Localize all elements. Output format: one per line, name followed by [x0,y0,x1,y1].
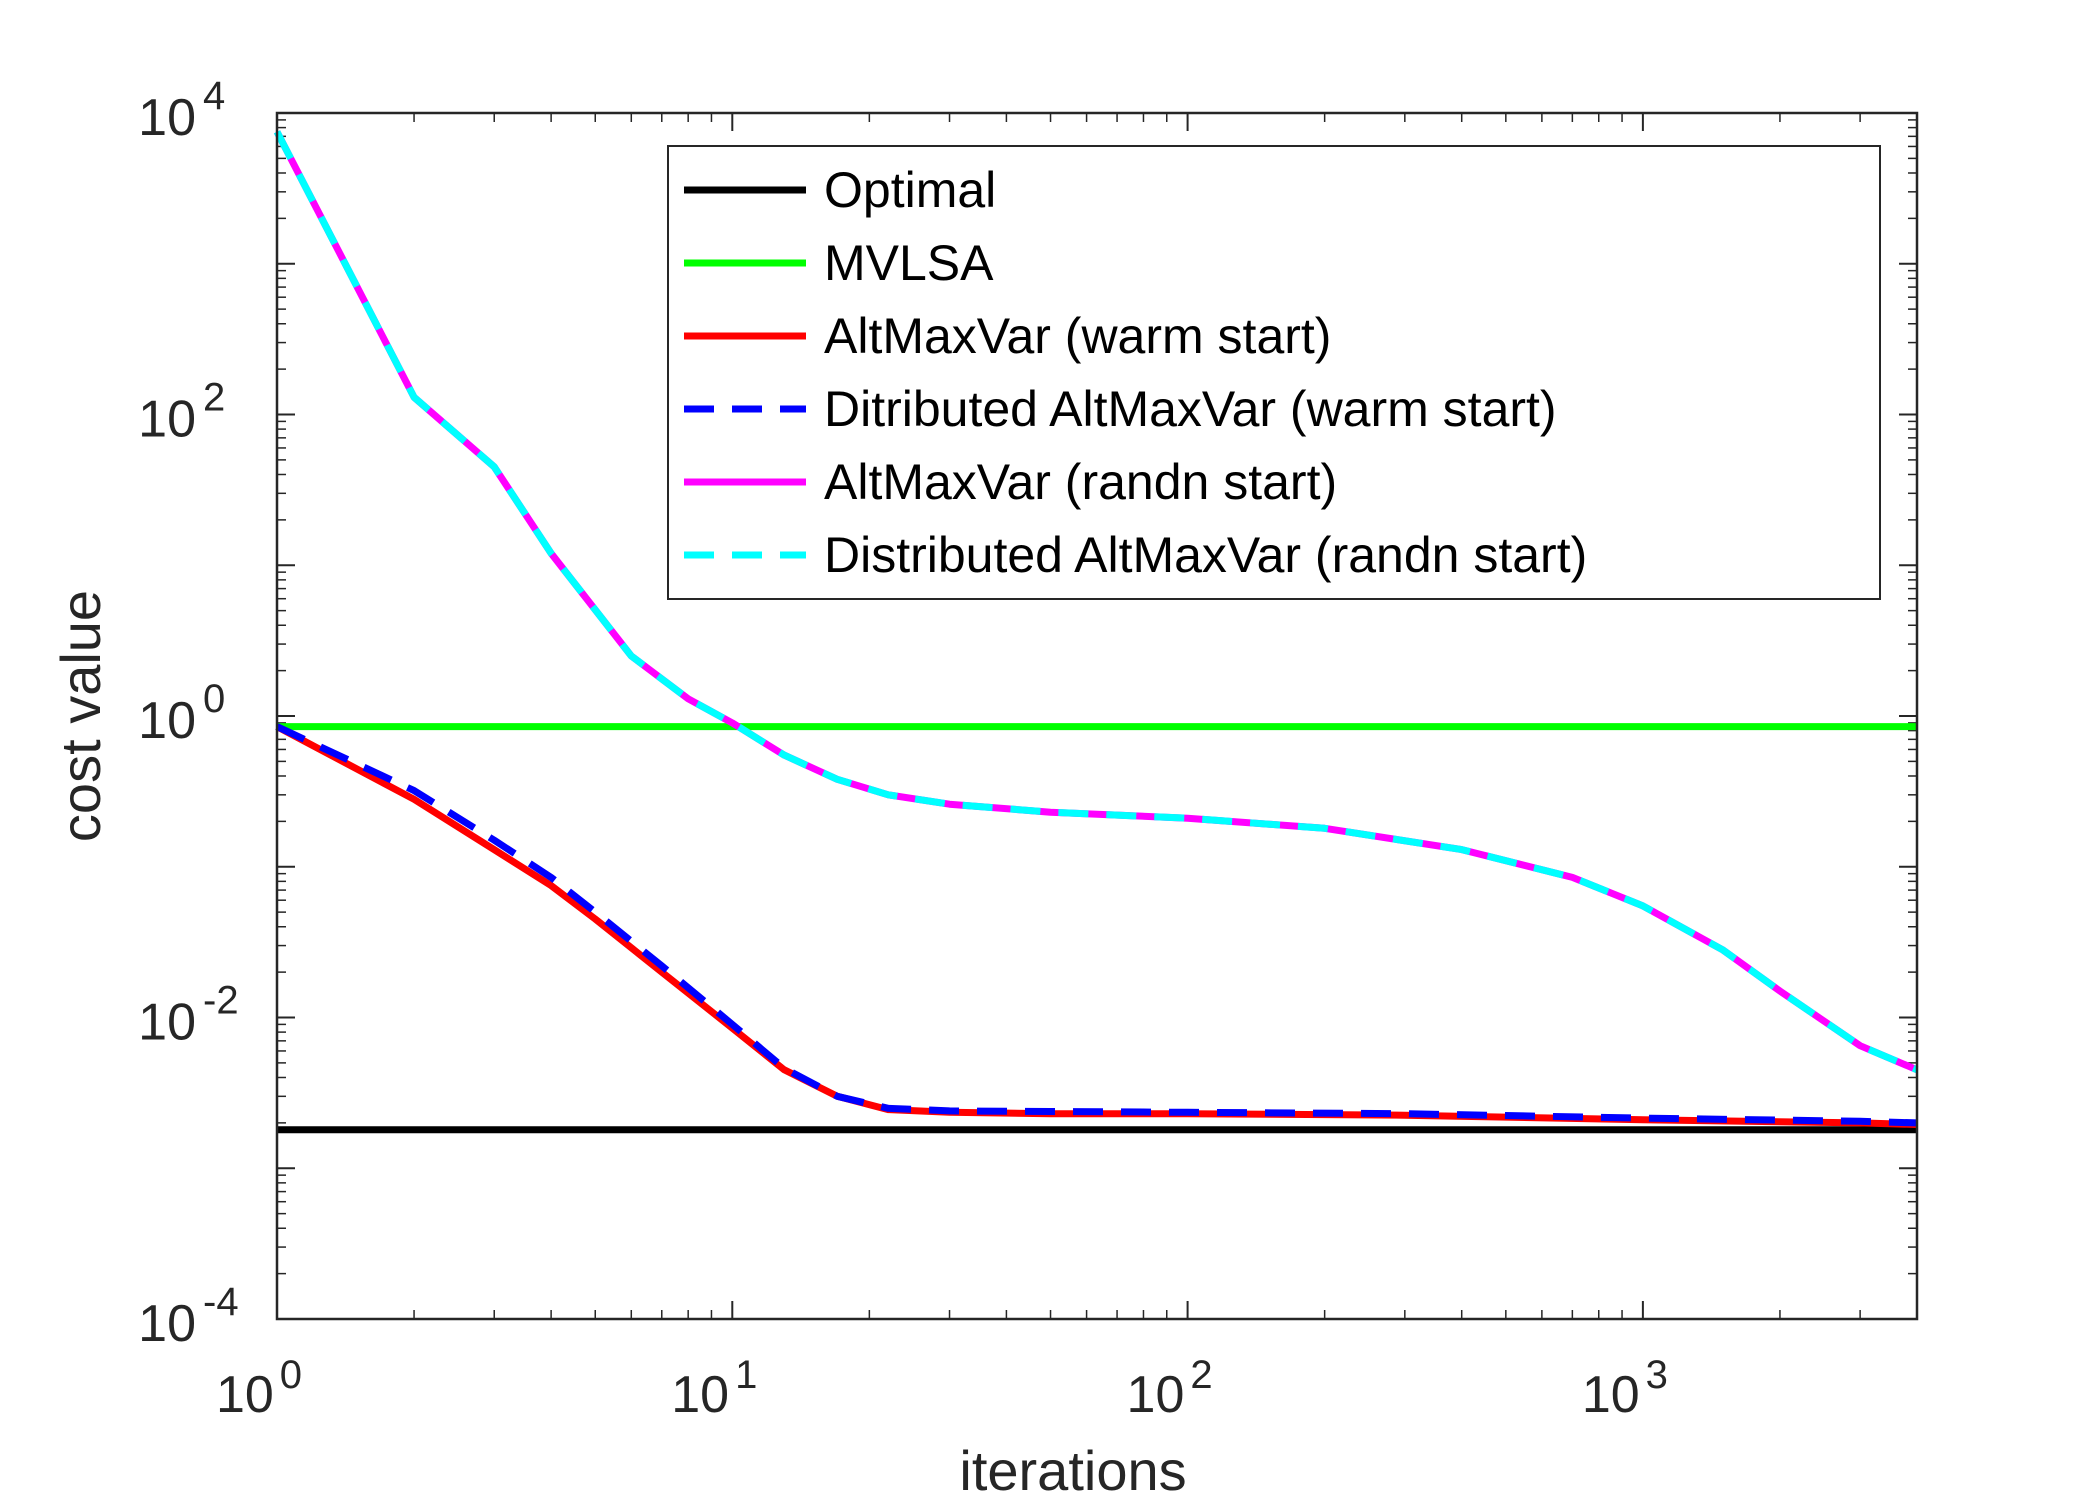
x-tick-label: 10 1 [671,1353,757,1424]
y-tick-label: 10 [138,994,196,1052]
y-tick-exponent: -2 [203,979,239,1023]
y-tick-label: 10 [138,89,196,147]
y-tick-exponent: 2 [203,376,225,420]
x-tick-label: 10 2 [1127,1353,1213,1424]
series-line-5 [273,130,1919,1074]
x-tick-labels: 10 0 10 1 10 2 10 3 [216,1353,1668,1424]
legend: Optimal MVLSA AltMaxVar (warm start) Ditrib… [667,145,1881,600]
y-axis-label: cost value [49,590,112,842]
y-tick-exponent: 4 [203,74,225,118]
series-layer [273,130,1919,1134]
legend-label-0: Optimal [824,162,996,218]
legend-label-3: Ditributed AltMaxVar (warm start) [824,381,1557,437]
legend-label-2: AltMaxVar (warm start) [824,308,1331,364]
legend-label-5: Distributed AltMaxVar (randn start) [824,527,1587,583]
plot-frame [275,111,1919,1321]
series-line-3 [275,723,1918,1127]
x-tick-label: 10 3 [1582,1353,1668,1424]
x-tick-label: 10 0 [216,1353,302,1424]
x-axis-label: iterations [959,1439,1186,1500]
y-tick-label: 10 [138,391,196,449]
legend-label-1: MVLSA [824,235,994,291]
y-tick-label: 10 [138,692,196,750]
y-tick-exponent: 0 [203,677,225,721]
y-tick-exponent: -4 [203,1280,239,1324]
y-tick-label: 10 [138,1295,196,1353]
legend-label-4: AltMaxVar (randn start) [824,454,1337,510]
legend-box [667,145,1881,600]
